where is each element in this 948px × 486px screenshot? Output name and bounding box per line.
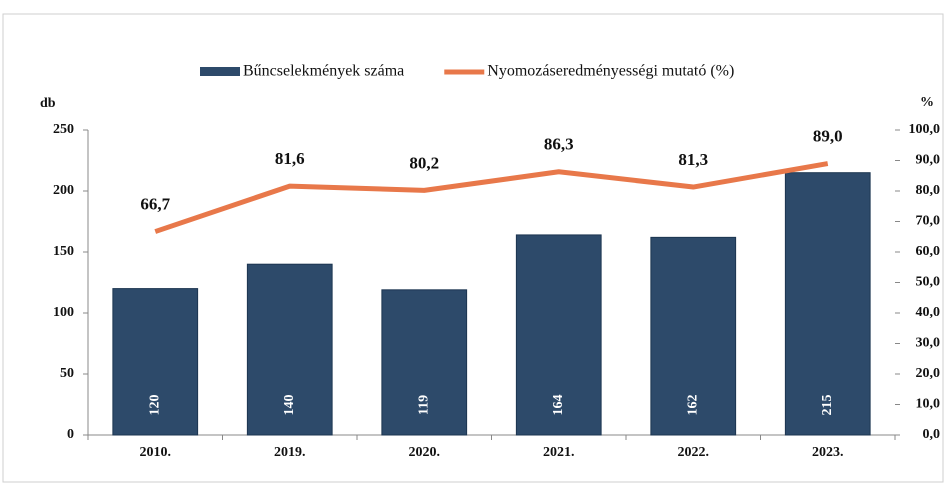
- y2-tick-label: 90,0: [916, 153, 941, 168]
- legend-swatch: [200, 67, 240, 76]
- y2-tick-label: 40,0: [916, 305, 941, 320]
- y2-tick-label: 10,0: [916, 397, 941, 412]
- y2-axis-title: %: [920, 95, 934, 110]
- y-tick-label: 0: [67, 427, 74, 442]
- bar: [381, 289, 468, 436]
- y-tick-label: 150: [53, 244, 74, 259]
- y-tick-label: 100: [53, 305, 74, 320]
- y2-tick-label: 60,0: [916, 244, 941, 259]
- y2-tick-label: 0,0: [923, 427, 941, 442]
- y2-tick-label: 20,0: [916, 366, 941, 381]
- line: [154, 161, 829, 234]
- bar-value-label: 119: [416, 395, 431, 415]
- legend-label: Nyomozáseredményességi mutató (%): [487, 63, 734, 80]
- bar: [515, 234, 602, 436]
- line-value-label: 81,3: [678, 150, 708, 169]
- bar-value-label: 162: [685, 395, 700, 416]
- legend-label: Bűncselekmények száma: [243, 63, 404, 80]
- bar: [112, 288, 199, 436]
- line-value-label: 86,3: [544, 135, 574, 154]
- x-tick-label: 2022.: [678, 445, 710, 460]
- y2-tick-label: 70,0: [916, 214, 941, 229]
- bar-value-label: 215: [820, 395, 835, 416]
- bar: [246, 263, 333, 436]
- line-value-label: 80,2: [409, 153, 439, 172]
- line-value-label: 89,0: [813, 126, 843, 145]
- legend: Bűncselekmények száma Nyomozáseredményess…: [200, 63, 734, 80]
- line-value-label: 81,6: [275, 149, 305, 168]
- x-tick-label: 2021.: [543, 445, 575, 460]
- y2-tick-label: 50,0: [916, 275, 941, 290]
- y-axis-title: db: [40, 96, 56, 111]
- x-tick-label: 2019.: [274, 445, 306, 460]
- y-tick-label: 200: [53, 183, 74, 198]
- bar: [784, 172, 871, 436]
- line-value-label: 66,7: [140, 194, 170, 213]
- y2-tick-label: 30,0: [916, 336, 941, 351]
- y-tick-label: 50: [60, 366, 74, 381]
- y-tick-label: 250: [53, 122, 74, 137]
- bar: [650, 236, 737, 436]
- x-tick-label: 2023.: [812, 445, 844, 460]
- x-tick-label: 2020.: [409, 445, 441, 460]
- y2-tick-label: 100,0: [909, 122, 941, 137]
- bar-value-label: 164: [551, 395, 566, 416]
- y2-tick-label: 80,0: [916, 183, 941, 198]
- x-tick-label: 2010.: [140, 445, 172, 460]
- bar-value-label: 120: [147, 395, 162, 416]
- bar-value-label: 140: [282, 395, 297, 416]
